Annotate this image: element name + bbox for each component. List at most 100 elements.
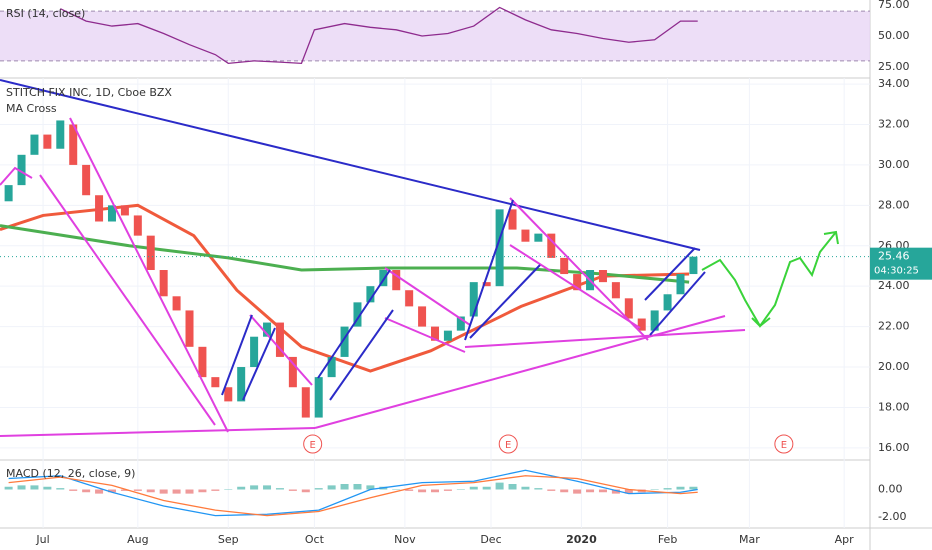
macd-hist-bar — [547, 489, 556, 491]
macd-hist-bar — [82, 489, 91, 493]
macd-hist-bar — [133, 489, 142, 491]
y-tick-label: 20.00 — [878, 360, 910, 373]
macd-hist-bar — [418, 489, 427, 493]
candle — [392, 270, 401, 291]
macd-hist-bar — [405, 489, 414, 491]
y-tick-label: 0.00 — [878, 483, 903, 496]
candle — [340, 326, 349, 357]
candle — [120, 205, 129, 216]
candle — [405, 290, 414, 307]
last-price-badge — [870, 247, 932, 280]
macd-hist-bar — [211, 489, 220, 491]
arrow-head — [751, 317, 771, 328]
macd-hist-bar — [288, 489, 297, 491]
macd-hist-bar — [624, 489, 633, 494]
y-tick-label: 75.00 — [878, 0, 910, 11]
macd-hist-bar — [250, 485, 259, 490]
candle — [198, 346, 207, 378]
macd-hist-bar — [237, 486, 246, 490]
trend-line — [221, 314, 253, 396]
candle — [211, 377, 220, 388]
macd-hist-bar — [366, 485, 375, 490]
candle — [547, 233, 556, 258]
trend-line — [509, 197, 649, 341]
countdown-label: 04:30:25 — [874, 266, 919, 277]
candle — [69, 124, 78, 165]
macd-hist-bar — [198, 489, 207, 493]
candle — [4, 185, 13, 202]
macd-hist-bar — [598, 489, 607, 493]
macd-hist-bar — [275, 488, 284, 490]
rsi-line — [60, 6, 698, 65]
candle — [663, 294, 672, 311]
macd-line — [8, 475, 698, 517]
macd-hist-bar — [159, 489, 168, 494]
trend-line — [644, 247, 696, 301]
candle — [469, 282, 478, 317]
trend-line — [317, 269, 391, 379]
candle — [43, 134, 52, 149]
x-tick-label: 2020 — [566, 533, 597, 546]
macd-hist-bar — [263, 485, 272, 490]
candle — [133, 215, 142, 236]
candle — [95, 195, 104, 222]
macd-hist-bar — [469, 486, 478, 490]
earnings-label: E — [505, 440, 511, 451]
trend-line — [384, 317, 466, 353]
macd-hist-bar — [314, 488, 323, 490]
macd-hist-bar — [69, 489, 78, 491]
candle — [314, 377, 323, 418]
trend-line — [0, 79, 701, 251]
candle — [56, 120, 65, 149]
macd-hist-bar — [146, 489, 155, 493]
macd-hist-bar — [224, 489, 233, 490]
candle — [650, 310, 659, 331]
candle — [353, 302, 362, 327]
x-tick-label: Mar — [739, 533, 760, 546]
macd-title: MACD (12, 26, close, 9) — [6, 467, 135, 480]
macd-hist-bar — [456, 489, 465, 490]
y-tick-label: 50.00 — [878, 29, 910, 42]
macd-hist-bar — [495, 482, 504, 490]
candle — [482, 282, 491, 287]
trend-line — [464, 329, 746, 348]
trend-line — [249, 314, 313, 386]
candle — [443, 330, 452, 341]
candle — [30, 134, 39, 155]
macd-hist-bar — [482, 486, 491, 490]
moving-average — [0, 224, 690, 284]
macd-line — [8, 469, 698, 517]
macd-hist-bar — [353, 484, 362, 490]
candle — [611, 282, 620, 299]
trend-line — [384, 267, 471, 326]
trend-line — [509, 244, 641, 329]
candle — [237, 367, 246, 402]
macd-hist-bar — [573, 489, 582, 494]
macd-hist-bar — [340, 484, 349, 490]
candle — [172, 296, 181, 311]
macd-hist-bar — [4, 486, 13, 490]
candle — [560, 257, 569, 275]
trend-line — [69, 117, 229, 433]
y-tick-label: 16.00 — [878, 441, 910, 454]
y-tick-label: 24.00 — [878, 279, 910, 292]
candle — [263, 322, 272, 337]
macd-hist-bar — [185, 489, 194, 494]
x-tick-label: Nov — [394, 533, 416, 546]
macd-hist-bar — [650, 489, 659, 490]
y-tick-label: 30.00 — [878, 158, 910, 171]
macd-hist-bar — [120, 489, 129, 491]
macd-hist-bar — [172, 489, 181, 494]
y-tick-label: 28.00 — [878, 198, 910, 211]
candle — [275, 322, 284, 357]
candle — [107, 205, 116, 222]
candle — [456, 316, 465, 331]
macd-hist-bar — [17, 485, 26, 490]
macd-hist-bar — [611, 489, 620, 494]
y-tick-label: -2.00 — [878, 510, 906, 523]
y-tick-label: 25.00 — [878, 60, 910, 73]
candle — [82, 164, 91, 196]
macd-hist-bar — [107, 489, 116, 493]
trend-line — [329, 309, 394, 401]
